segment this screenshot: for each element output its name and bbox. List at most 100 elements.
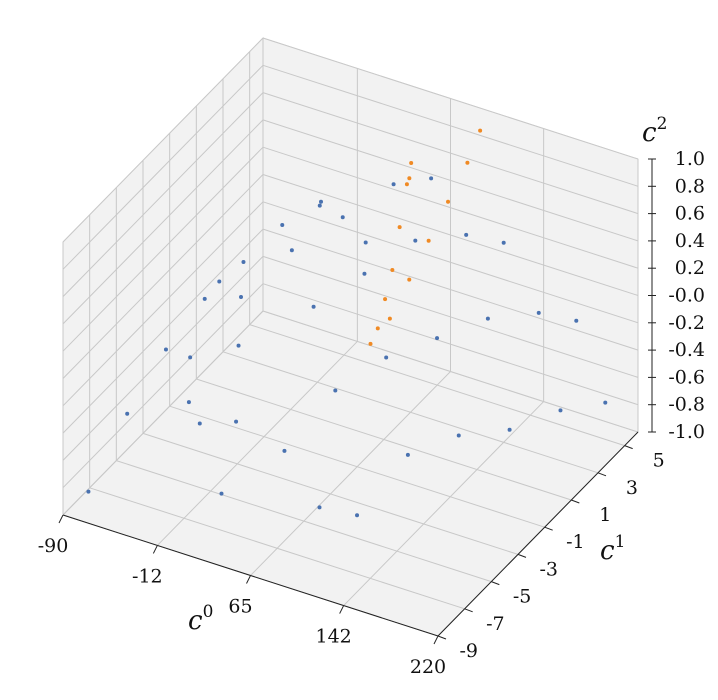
axis-label-sup: 0	[203, 602, 214, 622]
point	[241, 259, 246, 264]
grid-line	[262, 37, 639, 160]
point	[603, 400, 608, 405]
point	[383, 297, 388, 302]
y-tick	[517, 553, 527, 558]
point	[574, 318, 579, 323]
point	[397, 225, 402, 230]
x-tick-label: -12	[132, 565, 163, 587]
axis-label-base: c	[188, 606, 203, 636]
grid-line	[169, 405, 545, 528]
point	[289, 248, 294, 253]
point	[202, 296, 207, 301]
y-tick	[597, 472, 607, 477]
point	[536, 310, 541, 315]
y-tick-label: -3	[539, 558, 558, 580]
z-tick-label: -0.6	[668, 366, 705, 388]
grid-line	[62, 310, 264, 516]
point	[429, 176, 434, 181]
point	[391, 182, 396, 187]
z-tick-label: -0.0	[668, 285, 705, 307]
grid-line	[62, 201, 264, 407]
point	[125, 411, 130, 416]
y-tick-label: 5	[653, 450, 665, 472]
point	[413, 238, 418, 243]
z-tick-label: 0.6	[675, 203, 705, 225]
grid-line	[262, 174, 639, 296]
axis-label: c2	[642, 114, 667, 149]
point	[355, 513, 360, 518]
y-tick-label: 3	[626, 477, 638, 499]
point	[234, 419, 239, 424]
point	[478, 128, 483, 133]
x-tick-label: 142	[316, 626, 352, 648]
point	[333, 388, 338, 393]
axis-label: c1	[600, 532, 625, 567]
point	[558, 408, 563, 413]
grid-line	[62, 228, 264, 434]
y-tick-label: -5	[513, 586, 532, 608]
point	[390, 267, 395, 272]
grid-line	[262, 228, 639, 351]
y-tick-label: 1	[599, 504, 611, 526]
point	[435, 336, 440, 341]
y-tick	[624, 445, 633, 450]
grid-line	[62, 146, 264, 352]
y-tick	[464, 608, 473, 613]
grid-line	[262, 64, 639, 187]
y-tick	[571, 499, 580, 504]
y-tick	[491, 581, 500, 586]
point	[197, 421, 202, 426]
z-tick-label: 1.0	[675, 148, 705, 170]
grid-line	[116, 460, 492, 583]
point	[407, 176, 412, 181]
point	[280, 223, 285, 228]
point	[163, 347, 168, 352]
y-axis	[437, 431, 639, 637]
z-tick-label: -1.0	[668, 421, 705, 443]
axis-label-sup: 1	[615, 532, 626, 552]
point	[387, 316, 392, 321]
point	[426, 238, 431, 243]
x-tick-label: 220	[410, 656, 446, 678]
y-tick	[437, 635, 447, 640]
x-tick	[246, 575, 251, 584]
point	[456, 433, 461, 438]
z-tick-label: 0.2	[675, 257, 705, 279]
axis-label-base: c	[642, 118, 657, 148]
point	[501, 240, 506, 245]
z-tick-label: 0.8	[675, 175, 705, 197]
grid-line	[62, 37, 264, 243]
point	[362, 271, 367, 276]
grid-line	[262, 119, 639, 242]
x-tick	[339, 605, 345, 614]
point	[86, 489, 91, 494]
point	[188, 355, 193, 360]
grid-line	[262, 201, 639, 324]
point	[375, 326, 380, 331]
grid-line	[62, 119, 264, 325]
grid-line	[156, 341, 358, 546]
x-tick	[58, 514, 64, 524]
point	[317, 505, 322, 510]
grid-line	[62, 174, 264, 379]
z-tick-label: -0.2	[668, 312, 705, 334]
grid-line	[62, 64, 264, 270]
point	[186, 400, 191, 405]
grid-line	[343, 401, 545, 606]
grid-line	[262, 255, 639, 378]
grid-line	[262, 146, 639, 269]
point	[363, 240, 368, 245]
point	[282, 448, 287, 453]
x-tick	[152, 545, 158, 554]
axis-label-base: c	[600, 536, 615, 566]
grid-line	[62, 283, 264, 489]
point	[340, 215, 345, 220]
z-tick-label: -0.8	[668, 394, 705, 416]
grid-line	[196, 378, 572, 501]
point	[446, 199, 451, 204]
x-tick-label: -90	[38, 535, 69, 557]
y-tick	[544, 526, 553, 531]
point	[319, 199, 324, 204]
x-tick-label: 65	[228, 596, 252, 618]
axis-label-sup: 2	[657, 114, 668, 134]
